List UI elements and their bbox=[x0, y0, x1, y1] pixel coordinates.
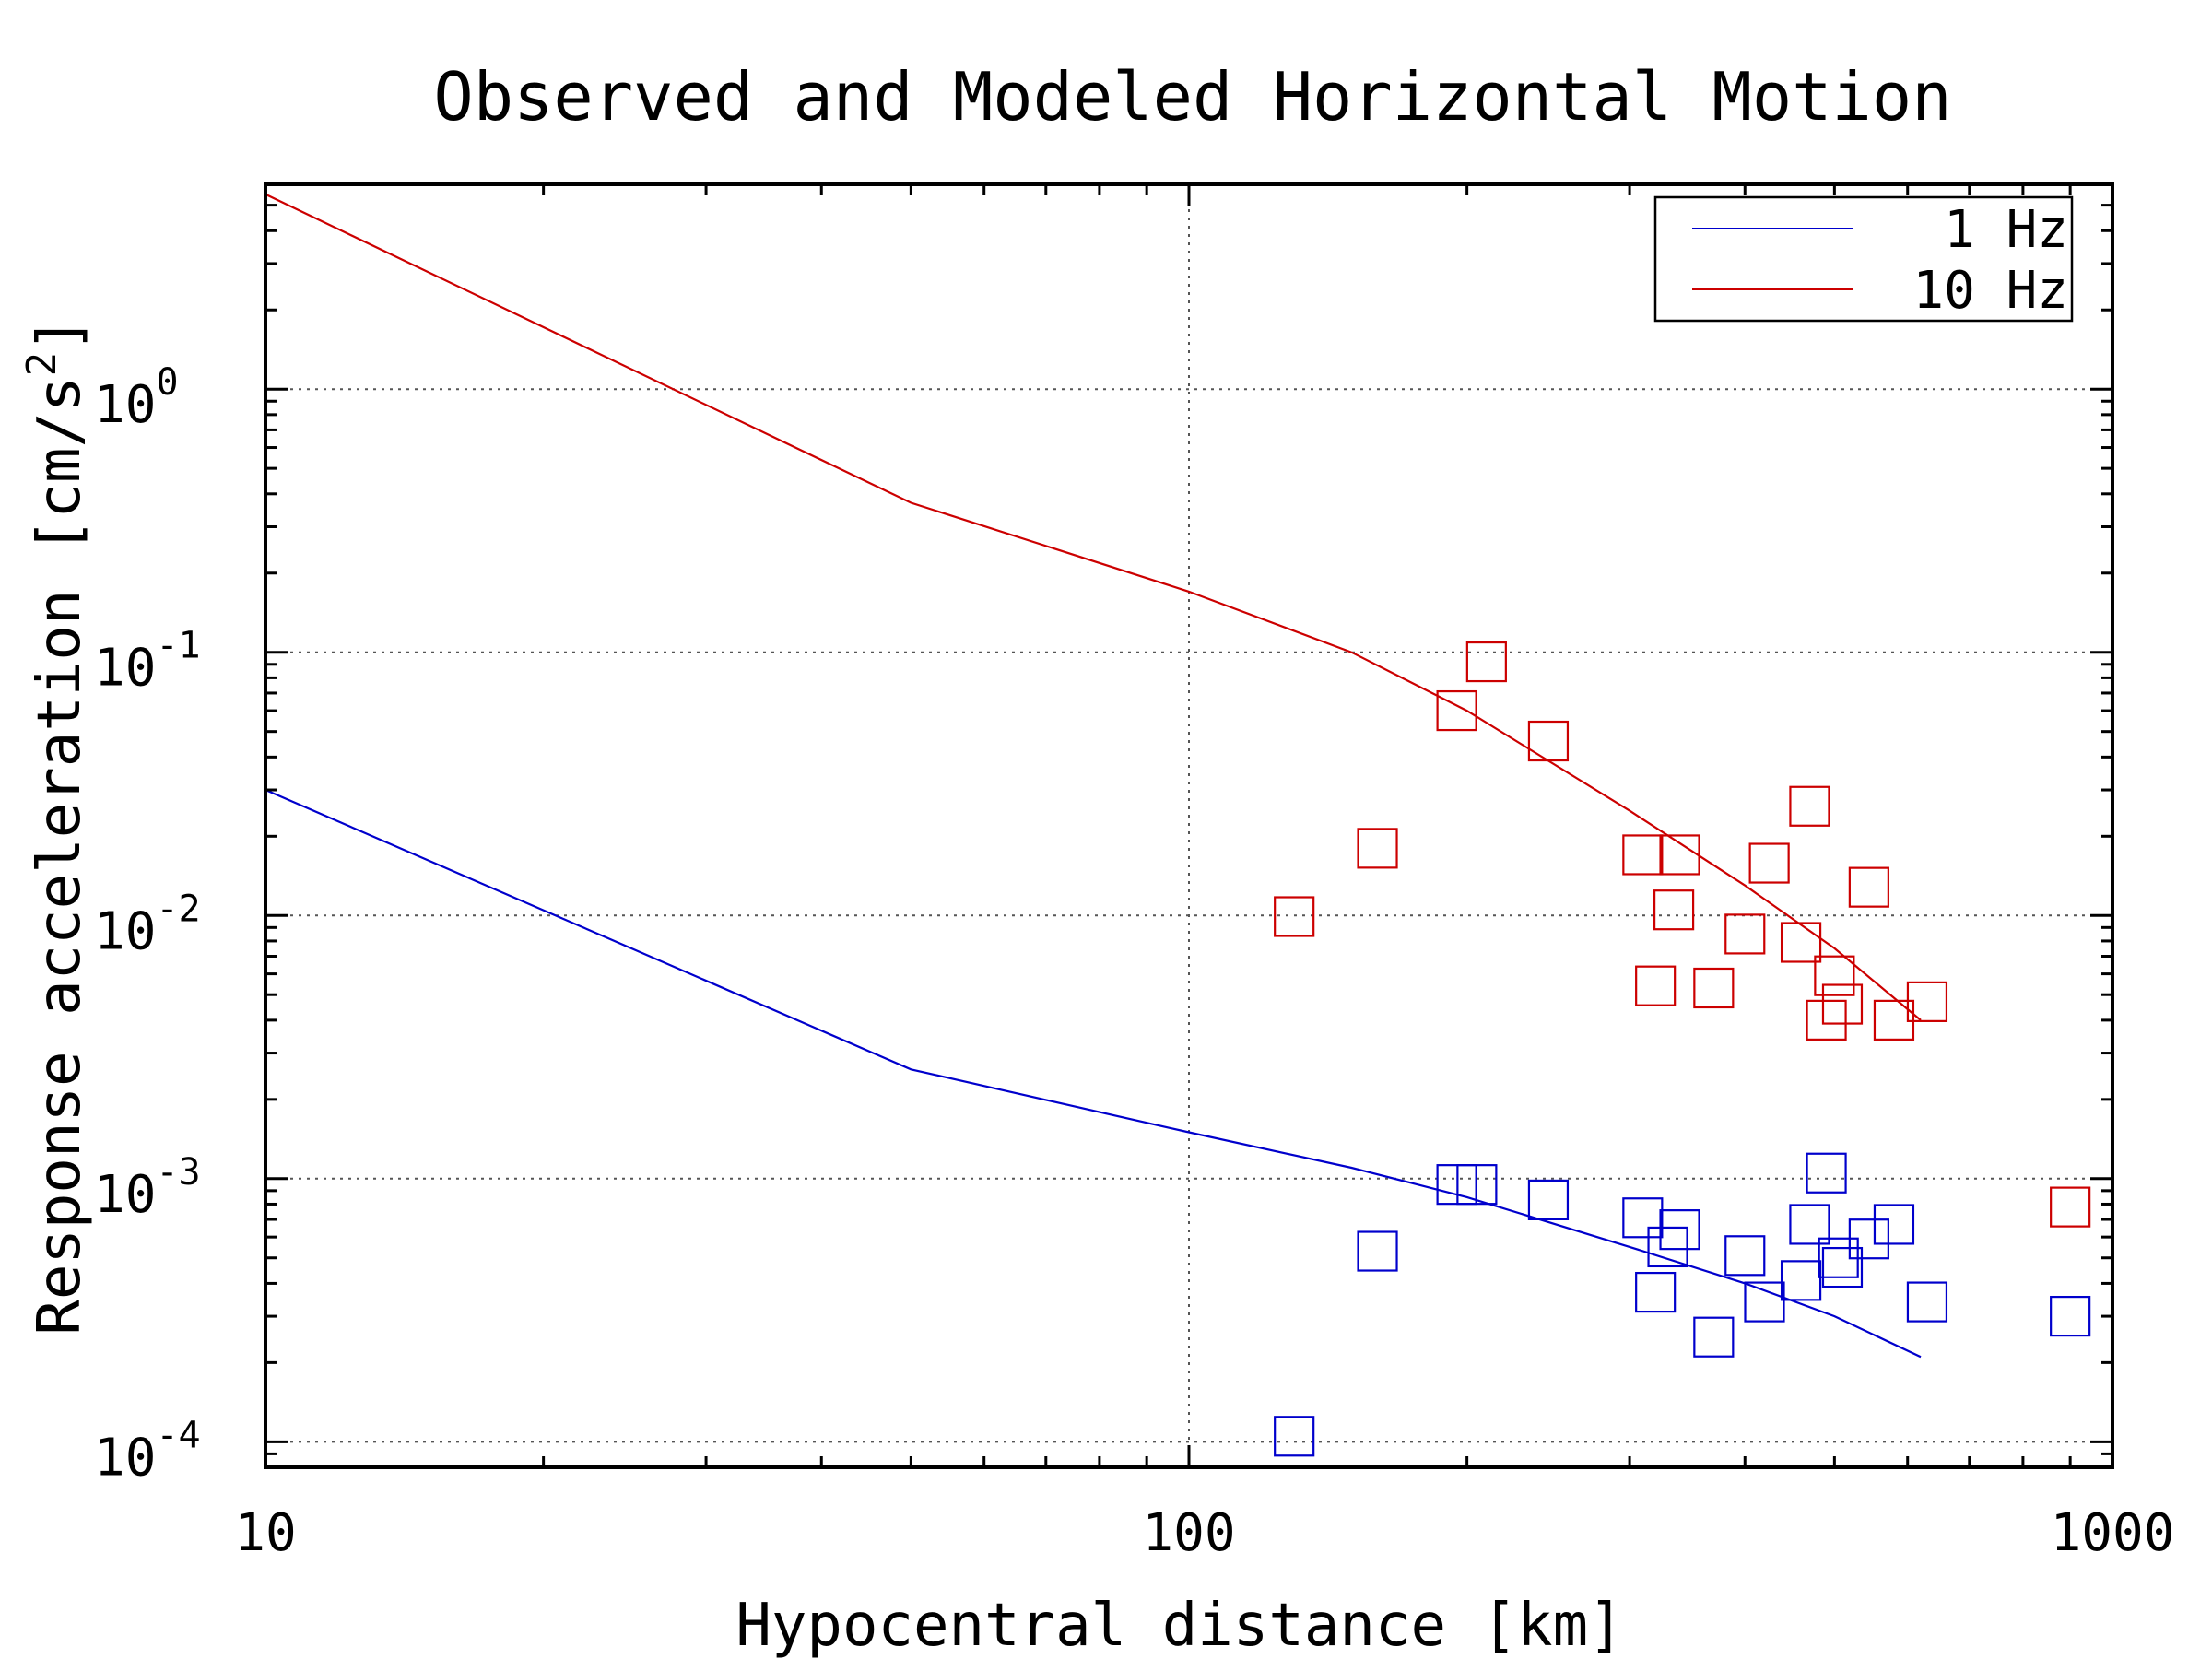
observed-marker-1hz bbox=[1789, 1204, 1830, 1245]
observed-marker-1hz bbox=[1724, 1235, 1766, 1277]
observed-marker-10hz bbox=[1693, 967, 1735, 1009]
observed-marker-10hz bbox=[1635, 965, 1677, 1006]
observed-marker-1hz bbox=[1659, 1209, 1700, 1251]
series-markers bbox=[1274, 641, 2091, 1457]
observed-marker-1hz bbox=[1693, 1316, 1735, 1358]
observed-marker-10hz bbox=[1848, 866, 1889, 908]
observed-marker-10hz bbox=[1806, 999, 1847, 1041]
x-tick-label: 1000 bbox=[2051, 1503, 2175, 1563]
observed-marker-10hz bbox=[1780, 922, 1822, 963]
x-tick-label: 100 bbox=[1142, 1503, 1235, 1563]
observed-marker-1hz bbox=[1635, 1271, 1677, 1313]
y-axis-label: Response acceleration [cm/s2] bbox=[18, 316, 94, 1335]
observed-marker-10hz bbox=[1527, 720, 1570, 762]
series-lines bbox=[265, 193, 1922, 1359]
observed-marker-10hz bbox=[2050, 1186, 2091, 1228]
observed-marker-1hz bbox=[1873, 1204, 1915, 1245]
observed-marker-1hz bbox=[1744, 1281, 1785, 1323]
y-tick-label: 10-1 bbox=[94, 625, 201, 699]
observed-marker-1hz bbox=[1780, 1260, 1822, 1301]
observed-marker-1hz bbox=[1906, 1281, 1948, 1323]
x-axis-label: Hypocentral distance [km] bbox=[735, 1592, 1623, 1659]
observed-marker-10hz bbox=[1436, 689, 1477, 732]
observed-marker-1hz bbox=[1821, 1246, 1864, 1288]
observed-marker-10hz bbox=[1814, 955, 1855, 996]
grid bbox=[265, 184, 2112, 1467]
y-axis-label-tail: ] bbox=[26, 316, 94, 352]
observed-marker-1hz bbox=[2050, 1295, 2091, 1337]
observed-marker-1hz bbox=[1647, 1226, 1688, 1268]
x-tick-labels: 10 100 1000 bbox=[234, 1503, 2174, 1563]
observed-marker-1hz bbox=[1274, 1416, 1315, 1457]
legend-label-1hz: 1 Hz bbox=[1944, 200, 2068, 260]
observed-marker-10hz bbox=[1622, 834, 1664, 876]
observed-marker-10hz bbox=[1821, 983, 1864, 1025]
observed-marker-10hz bbox=[1789, 785, 1830, 827]
observed-marker-1hz bbox=[1357, 1230, 1398, 1272]
x-tick-label: 10 bbox=[234, 1503, 296, 1563]
observed-marker-10hz bbox=[1653, 889, 1695, 931]
observed-marker-10hz bbox=[1906, 981, 1948, 1022]
observed-marker-10hz bbox=[1724, 913, 1766, 955]
ticks bbox=[264, 184, 2114, 1467]
observed-marker-10hz bbox=[1659, 834, 1700, 876]
observed-marker-10hz bbox=[1465, 641, 1507, 683]
observed-marker-10hz bbox=[1274, 896, 1315, 937]
legend-box bbox=[1653, 195, 2074, 323]
model-line-10hz bbox=[265, 193, 1922, 1021]
y-tick-label: 10-4 bbox=[94, 1414, 201, 1488]
observed-marker-1hz bbox=[1527, 1179, 1570, 1221]
observed-marker-1hz bbox=[1622, 1197, 1664, 1239]
legend: 1 Hz 10 Hz bbox=[1653, 195, 2074, 323]
observed-marker-1hz bbox=[1848, 1218, 1889, 1260]
observed-marker-1hz bbox=[1456, 1164, 1498, 1206]
legend-label-10hz: 10 Hz bbox=[1912, 261, 2068, 321]
chart-title: Observed and Modeled Horizontal Motion bbox=[433, 58, 1951, 135]
observed-marker-10hz bbox=[1357, 828, 1398, 869]
model-line-1hz bbox=[265, 788, 1922, 1359]
y-axis-label-main: Response acceleration [cm/s bbox=[26, 376, 94, 1335]
y-axis-label-sup: 2 bbox=[18, 352, 65, 377]
observed-marker-10hz bbox=[1748, 842, 1790, 884]
y-tick-labels: 100 10-1 10-2 10-3 10-4 bbox=[94, 361, 201, 1488]
y-tick-label: 10-3 bbox=[94, 1151, 201, 1225]
y-tick-label: 10-2 bbox=[94, 888, 201, 961]
y-tick-label: 100 bbox=[94, 361, 179, 435]
observed-marker-1hz bbox=[1806, 1152, 1847, 1194]
